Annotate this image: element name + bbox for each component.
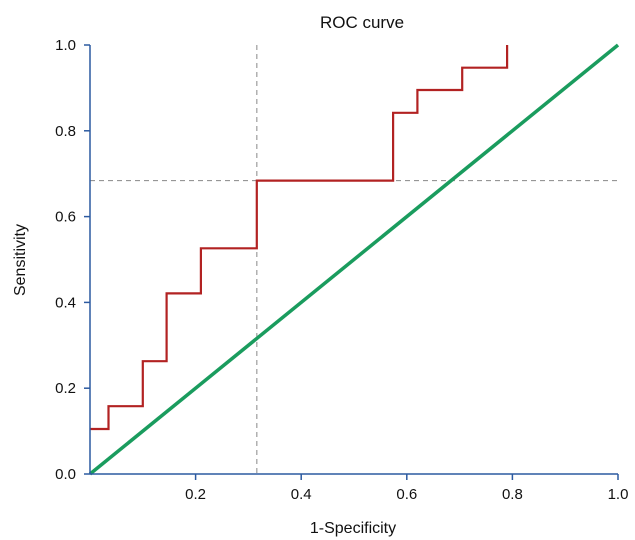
x-axis-title: 1-Specificity bbox=[310, 520, 396, 537]
y-tick-label: 0.2 bbox=[55, 380, 76, 397]
y-tick-label: 0.8 bbox=[55, 123, 76, 140]
chart-title: ROC curve bbox=[320, 13, 404, 32]
plot-area: 0.0 0.2 0.4 0.6 0.8 1.0 0.2 0.4 0.6 0.8 1.0 bbox=[55, 37, 628, 503]
y-tick-label: 0.0 bbox=[55, 466, 76, 483]
reference-diagonal-line bbox=[88, 43, 620, 476]
x-tick-label: 0.4 bbox=[291, 486, 312, 503]
x-tick-label: 1.0 bbox=[608, 486, 629, 503]
y-tick-label: 1.0 bbox=[55, 37, 76, 54]
y-tick-label: 0.4 bbox=[55, 294, 76, 311]
x-tick-label: 0.8 bbox=[502, 486, 523, 503]
roc-step-line bbox=[90, 45, 509, 431]
x-tick-label: 0.6 bbox=[396, 486, 417, 503]
x-tick-label: 0.2 bbox=[185, 486, 206, 503]
y-tick-label: 0.6 bbox=[55, 209, 76, 226]
y-axis-title: Sensitivity bbox=[12, 224, 29, 296]
